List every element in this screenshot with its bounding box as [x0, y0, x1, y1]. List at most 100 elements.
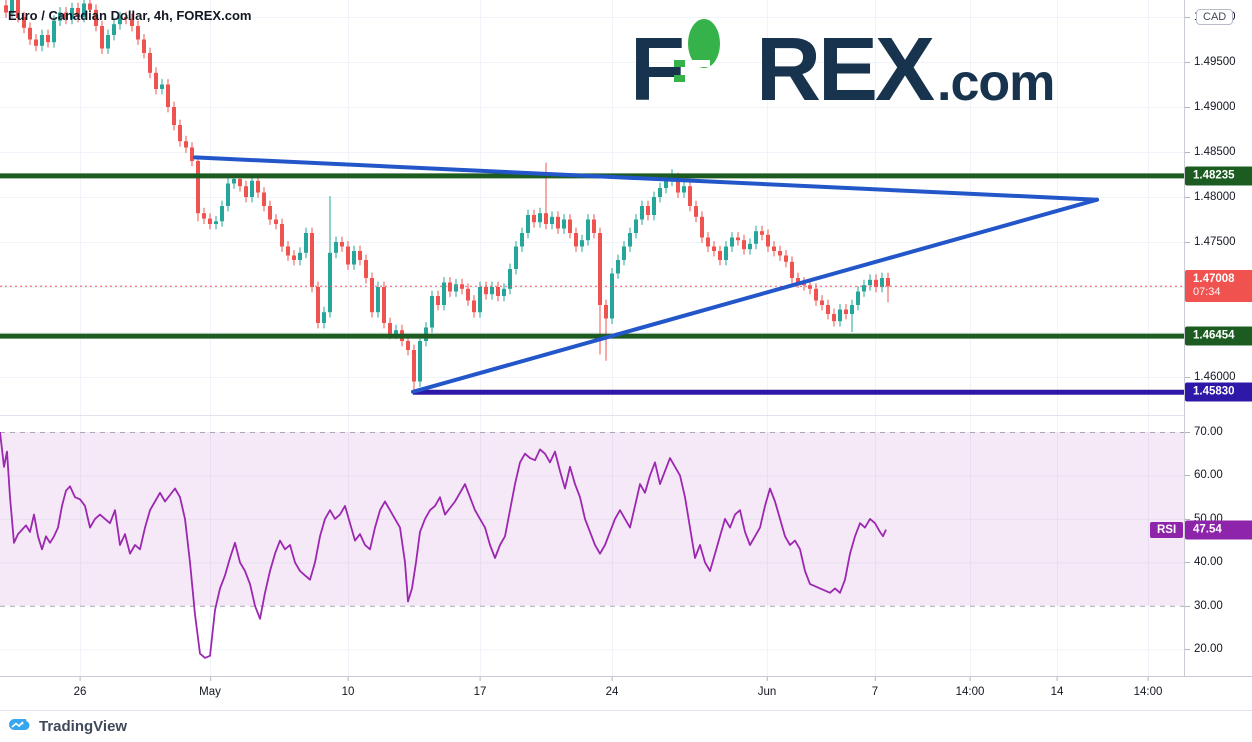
candle-body	[88, 3, 92, 10]
candle-body	[850, 305, 854, 314]
rsi-axis-label: 70.00	[1185, 426, 1223, 438]
candle-body	[688, 186, 692, 206]
time-axis-label: May	[199, 677, 221, 698]
candle-body	[202, 213, 206, 219]
candle-body	[550, 216, 554, 224]
candle-body	[82, 3, 86, 17]
candle-body	[454, 284, 458, 292]
candle-body	[160, 84, 164, 89]
candle-body	[388, 323, 392, 334]
currency-button[interactable]: CAD	[1196, 9, 1234, 25]
candle-body	[760, 231, 764, 235]
candle-body	[316, 287, 320, 323]
candle-body	[280, 224, 284, 247]
candle-body	[436, 296, 440, 305]
candle-body	[250, 180, 254, 197]
candle-body	[772, 246, 776, 251]
tradingview-logo-text[interactable]: TradingView	[39, 718, 128, 735]
candle-body	[568, 219, 572, 233]
candle-body	[256, 180, 260, 193]
candle-body	[682, 186, 686, 193]
candle-body	[514, 246, 518, 269]
candle-body	[742, 240, 746, 250]
time-axis-label: 14:00	[955, 677, 985, 698]
candle-body	[646, 206, 650, 215]
level-badge-navy: 1.45830	[1185, 382, 1252, 402]
candle-body	[826, 305, 830, 314]
candle-body	[16, 0, 20, 18]
candle-body	[754, 231, 758, 244]
candle-body	[730, 237, 734, 247]
candle-body	[376, 287, 380, 313]
candle-body	[358, 251, 362, 260]
candle-body	[610, 273, 614, 319]
forexcom-watermark: F REX .com	[630, 19, 1055, 120]
candle-body	[418, 341, 422, 382]
candle-body	[604, 305, 608, 319]
candle-body	[244, 186, 248, 197]
trendline	[411, 197, 1099, 394]
candle-body	[262, 192, 266, 206]
candle-body	[154, 72, 158, 89]
candle-body	[292, 255, 296, 260]
candle-body	[748, 243, 752, 250]
candle-body	[370, 278, 374, 313]
candle-body	[286, 246, 290, 256]
candle-body	[532, 215, 536, 223]
price-axis[interactable]: CAD 1.500001.495001.490001.485001.480001…	[1184, 0, 1252, 676]
time-axis-label: Jun	[757, 677, 777, 698]
candle-body	[214, 221, 218, 224]
candle-body	[700, 216, 704, 238]
tradingview-logo-icon[interactable]	[9, 719, 32, 734]
candle-body	[814, 288, 818, 301]
candle-body	[406, 341, 410, 350]
level-badge-lower-green: 1.46454	[1185, 326, 1252, 346]
candle-body	[520, 233, 524, 247]
candle-body	[472, 300, 476, 313]
candle-body	[238, 179, 242, 187]
candle-body	[640, 206, 644, 220]
candle-body	[196, 161, 200, 214]
price-axis-label: 1.48000	[1185, 191, 1236, 203]
candle-body	[274, 219, 278, 224]
time-axis[interactable]: 26 May 10 17 24 Jun 7 14:00 14 14:00	[0, 676, 1252, 710]
candle-body	[226, 183, 230, 206]
candle-body	[340, 242, 344, 247]
rsi-value-badge: 47.54	[1185, 520, 1252, 540]
rsi-axis-label: 60.00	[1185, 469, 1223, 482]
price-axis-label: 1.49000	[1185, 101, 1236, 113]
candle-body	[634, 219, 638, 233]
candle-body	[724, 246, 728, 260]
candle-body	[496, 287, 500, 296]
candle-body	[148, 53, 152, 73]
trendline	[193, 155, 1099, 202]
candle-body	[874, 279, 878, 287]
candle-body	[412, 350, 416, 382]
candle-body	[394, 330, 398, 334]
candle-body	[490, 287, 494, 295]
level-badge-upper-green: 1.48235	[1185, 166, 1252, 186]
candle-body	[790, 261, 794, 278]
candle-body	[658, 188, 662, 197]
candle-body	[694, 206, 698, 217]
candle-body	[718, 251, 722, 260]
candle-body	[310, 233, 314, 287]
time-axis-label: 7	[871, 677, 879, 698]
price-axis-label: 1.48500	[1185, 146, 1236, 158]
candle-body	[70, 8, 74, 19]
chart-plot[interactable]	[0, 0, 1184, 676]
time-axis-label: 17	[473, 677, 487, 698]
symbol-title: Euro / Canadian Dollar, 4h, FOREX.com	[8, 8, 252, 23]
watermark-letters-rex: REX	[755, 20, 935, 120]
candle-body	[484, 287, 488, 295]
candle-body	[190, 147, 194, 161]
candle-body	[328, 252, 332, 313]
candle-body	[298, 252, 302, 260]
candle-body	[364, 260, 368, 278]
candle-body	[184, 141, 188, 148]
candle-body	[784, 255, 788, 262]
candle-body	[616, 260, 620, 274]
candle-body	[508, 269, 512, 289]
candle-body	[526, 215, 530, 233]
forex-o-icon	[673, 19, 752, 105]
